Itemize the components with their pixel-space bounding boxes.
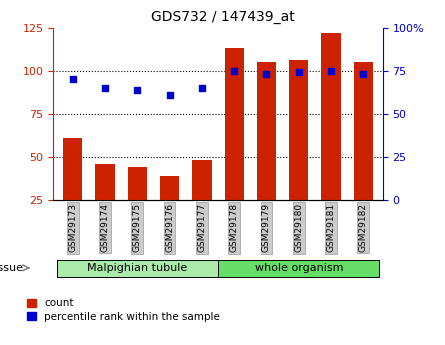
Text: GSM29173: GSM29173: [68, 203, 77, 252]
Text: tissue: tissue: [0, 263, 24, 273]
Point: [69, 77, 77, 82]
Text: GSM29178: GSM29178: [230, 203, 239, 252]
Text: GSM29176: GSM29176: [165, 203, 174, 252]
Text: GSM29180: GSM29180: [294, 203, 303, 252]
Text: GSM29179: GSM29179: [262, 203, 271, 252]
Bar: [192, 160, 211, 243]
FancyBboxPatch shape: [57, 260, 218, 277]
Text: GDS732 / 147439_at: GDS732 / 147439_at: [150, 10, 295, 24]
Bar: [225, 48, 244, 243]
Point: [360, 71, 367, 77]
FancyBboxPatch shape: [218, 260, 380, 277]
Text: GSM29181: GSM29181: [327, 203, 336, 252]
Text: GSM29177: GSM29177: [198, 203, 206, 252]
Text: GSM29182: GSM29182: [359, 203, 368, 252]
Text: whole organism: whole organism: [255, 263, 343, 273]
Bar: [354, 62, 373, 243]
Point: [328, 68, 335, 73]
Bar: [160, 176, 179, 243]
Point: [198, 85, 206, 91]
Bar: [289, 60, 308, 243]
Point: [134, 87, 141, 92]
Text: GSM29175: GSM29175: [133, 203, 142, 252]
Bar: [257, 62, 276, 243]
Bar: [128, 167, 147, 243]
Legend: count, percentile rank within the sample: count, percentile rank within the sample: [28, 298, 220, 322]
Bar: [63, 138, 82, 243]
Point: [231, 68, 238, 73]
Bar: [321, 33, 341, 243]
Point: [295, 70, 302, 75]
Bar: [95, 164, 115, 243]
Text: GSM29174: GSM29174: [101, 203, 109, 252]
Point: [166, 92, 173, 98]
Text: Malpighian tubule: Malpighian tubule: [87, 263, 187, 273]
Point: [263, 71, 270, 77]
Point: [101, 85, 109, 91]
